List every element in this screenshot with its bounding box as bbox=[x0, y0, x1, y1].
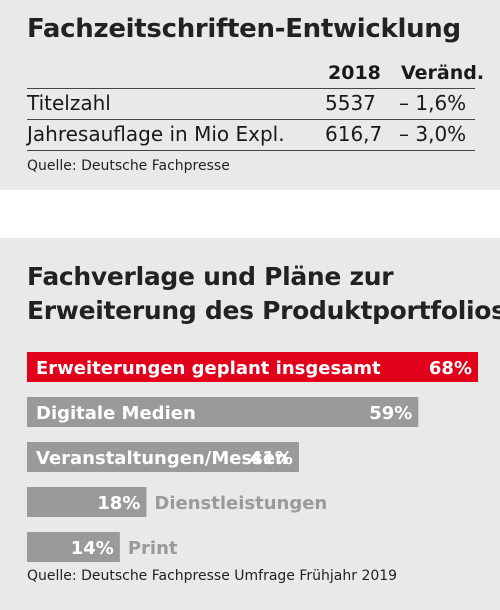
bar-category-label: Erweiterungen geplant insgesamt bbox=[36, 358, 381, 379]
table-panel: Fachzeitschriften-Entwicklung 2018 Verän… bbox=[0, 0, 500, 190]
column-header-change: Veränd. bbox=[401, 62, 485, 84]
bar-category-label: Dienstleistungen bbox=[154, 493, 327, 514]
bar-value-label: 59% bbox=[369, 403, 412, 424]
chart-source: Quelle: Deutsche Fachpresse Umfrage Früh… bbox=[27, 568, 398, 584]
bar bbox=[27, 532, 120, 562]
column-header-year: 2018 bbox=[328, 62, 381, 84]
bar-category-label: Print bbox=[128, 538, 178, 559]
chart-title-line1: Fachverlage und Pläne zur bbox=[27, 262, 394, 291]
table-title: Fachzeitschriften-Entwicklung bbox=[27, 14, 461, 44]
bar-value-label: 18% bbox=[97, 493, 140, 514]
row-change: – 3,0% bbox=[399, 122, 467, 146]
bar bbox=[27, 352, 478, 382]
row-label: Jahresauflage in Mio Expl. bbox=[27, 122, 285, 146]
table-rule bbox=[27, 150, 475, 151]
table-rule bbox=[27, 119, 475, 120]
bar-value-label: 41% bbox=[250, 448, 293, 469]
row-label: Titelzahl bbox=[27, 91, 111, 115]
table-source: Quelle: Deutsche Fachpresse bbox=[27, 158, 230, 174]
bar-value-label: 68% bbox=[429, 358, 472, 379]
row-value: 616,7 bbox=[325, 122, 383, 146]
bar-value-label: 14% bbox=[71, 538, 114, 559]
bar bbox=[27, 442, 299, 472]
bar-category-label: Veranstaltungen/Messen bbox=[36, 448, 288, 469]
bar-category-label: Digitale Medien bbox=[36, 403, 196, 424]
row-value: 5537 bbox=[325, 91, 376, 115]
chart-title-line2: Erweiterung des Produktportfolios bbox=[27, 296, 500, 325]
row-change: – 1,6% bbox=[399, 91, 467, 115]
table-rule bbox=[27, 88, 475, 89]
bar bbox=[27, 397, 419, 427]
bar bbox=[27, 487, 147, 517]
